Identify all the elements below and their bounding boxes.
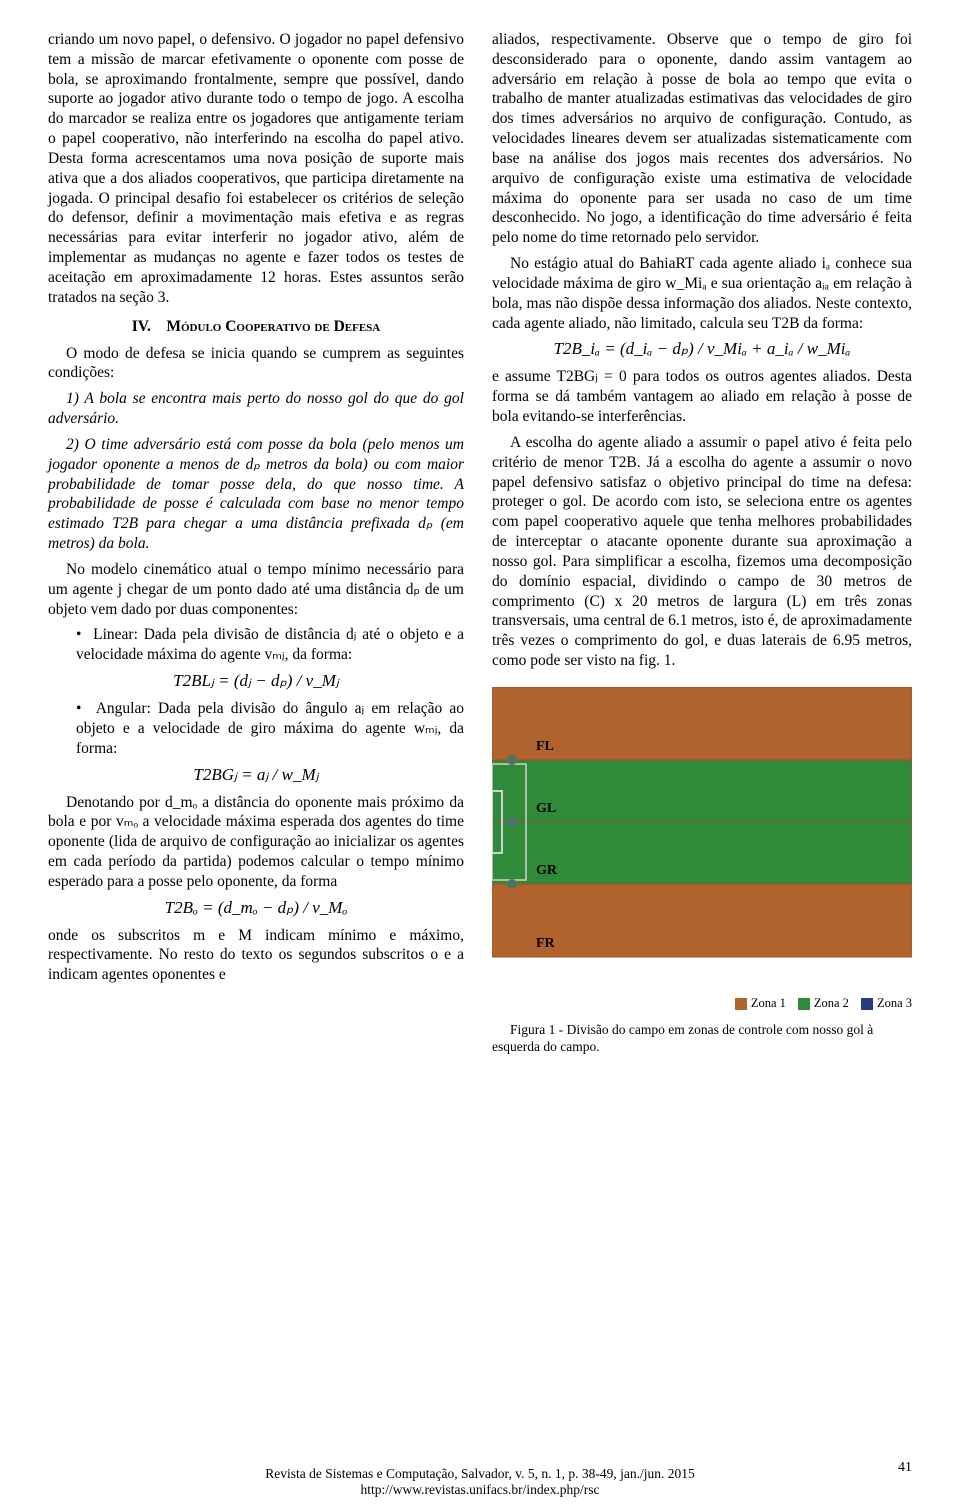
equation: T2BLⱼ = (dⱼ − dₚ) / v_Mⱼ <box>48 671 464 691</box>
section-number: IV. <box>132 318 151 335</box>
page: criando um novo papel, o defensivo. O jo… <box>0 0 960 1512</box>
para: No estágio atual do BahiaRT cada agente … <box>492 254 912 333</box>
figure-1: FL GL GR FR Zona 1Zona 2Zona 3 Figura 1 - D… <box>492 687 912 1056</box>
list-item: 2) O time adversário está com posse da b… <box>48 435 464 554</box>
svg-text:FL: FL <box>536 739 554 754</box>
para: e assume T2BGⱼ = 0 para todos os outros … <box>492 367 912 426</box>
footer-link: http://www.revistas.unifacs.br/index.php… <box>360 1482 599 1497</box>
right-column: aliados, respectivamente. Observe que o … <box>492 30 912 1061</box>
bullet: • Angular: Dada pela divisão do ângulo a… <box>76 699 464 758</box>
para: O modo de defesa se inicia quando se cum… <box>48 344 464 384</box>
para: onde os subscritos m e M indicam mínimo … <box>48 926 464 985</box>
bullet-text: Linear: Dada pela divisão de distância d… <box>76 626 464 663</box>
bullet-text: Angular: Dada pela divisão do ângulo aⱼ … <box>76 700 464 757</box>
para: A escolha do agente aliado a assumir o p… <box>492 433 912 671</box>
field-diagram: FL GL GR FR <box>492 687 912 987</box>
columns: criando um novo papel, o defensivo. O jo… <box>48 30 912 1061</box>
para: No modelo cinemático atual o tempo mínim… <box>48 560 464 619</box>
left-column: criando um novo papel, o defensivo. O jo… <box>48 30 464 1061</box>
equation: T2BGⱼ = aⱼ / w_Mⱼ <box>48 765 464 785</box>
list-item: 1) A bola se encontra mais perto do noss… <box>48 389 464 429</box>
footer-line1: Revista de Sistemas e Computação, Salvad… <box>265 1466 694 1481</box>
svg-text:GR: GR <box>536 863 558 878</box>
footer: Revista de Sistemas e Computação, Salvad… <box>0 1466 960 1498</box>
equation: T2Bₒ = (d_mₒ − dₚ) / v_Mₒ <box>48 898 464 918</box>
figure-legend: Zona 1Zona 2Zona 3 <box>492 996 912 1011</box>
svg-text:FR: FR <box>536 936 556 951</box>
svg-text:GL: GL <box>536 801 556 816</box>
para: aliados, respectivamente. Observe que o … <box>492 30 912 248</box>
section-title: Módulo Cooperativo de Defesa <box>166 318 380 335</box>
figure-caption: Figura 1 - Divisão do campo em zonas de … <box>492 1021 912 1056</box>
para: Denotando por d_mₒ a distância do oponen… <box>48 793 464 892</box>
para: criando um novo papel, o defensivo. O jo… <box>48 30 464 308</box>
equation: T2B_iₐ = (d_iₐ − dₚ) / v_Miₐ + a_iₐ / w_… <box>492 339 912 359</box>
bullet: • Linear: Dada pela divisão de distância… <box>76 625 464 665</box>
section-heading: IV. Módulo Cooperativo de Defesa <box>48 318 464 336</box>
